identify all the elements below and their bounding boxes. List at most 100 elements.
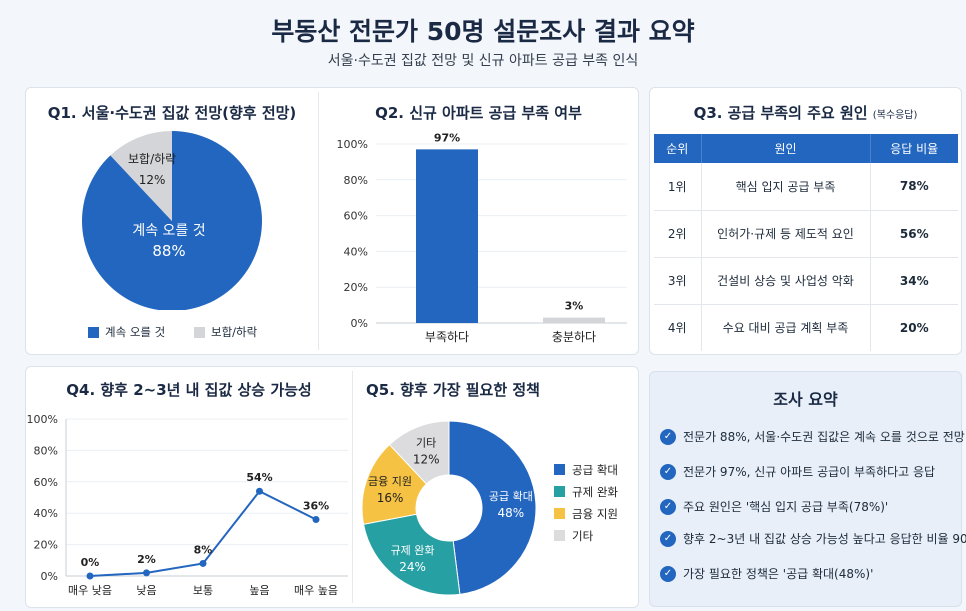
- rank-cell: 3위: [654, 257, 702, 305]
- q5-slice-value: 24%: [399, 560, 426, 574]
- q2-x-tick-label: 충분하다: [552, 330, 596, 344]
- q5-title: Q5. 향후 가장 필요한 정책: [366, 381, 540, 399]
- q1-pie-slice: [82, 131, 262, 310]
- q4-line-chart: 0% 20% 40% 60% 80% 100% 0% 매우 낮음 2% 낮음 8% 보통 54% 높음 36…: [27, 413, 348, 597]
- pct-cell: 56%: [870, 210, 958, 258]
- rank-cell: 4위: [654, 304, 702, 351]
- rank-cell: 1위: [654, 163, 702, 211]
- cause-cell: 인허가·규제 등 제도적 요인: [701, 210, 871, 258]
- cause-cell: 건설비 상승 및 사업성 악화: [701, 257, 871, 305]
- q2-y-tick-label: 80%: [344, 174, 368, 187]
- q4-y-tick-label: 0%: [41, 570, 58, 583]
- q4-x-tick-label: 매우 낮음: [68, 584, 112, 597]
- q1-legend-swatch-gray: [194, 326, 205, 338]
- q3-title-note: (복수응답): [872, 110, 918, 121]
- q4-x-tick-label: 보통: [193, 584, 213, 597]
- q5-slice-label: 규제 완화: [391, 544, 435, 557]
- q5-donut-slice: [361, 443, 428, 525]
- q2-y-tick-label: 0%: [351, 317, 368, 330]
- rank-cell: 2위: [654, 210, 702, 258]
- check-icon: ✓: [660, 565, 676, 582]
- q5-legend-swatch: [554, 464, 565, 475]
- table-row: 2위 인허가·규제 등 제도적 요인 56%: [654, 210, 958, 258]
- q4-x-tick-label: 매우 높음: [294, 584, 338, 597]
- q4-data-label: 0%: [81, 556, 100, 569]
- q1-slice-value: 12%: [139, 173, 166, 187]
- q5-slice-label: 기타: [416, 436, 436, 449]
- q1-title: Q1. 서울·수도권 집값 전망(향후 전망): [47, 104, 297, 122]
- q2-bar-value-label: 97%: [434, 132, 460, 144]
- q5-donut-slice: [388, 420, 450, 485]
- q4-title: Q4. 향후 2~3년 내 집값 상승 가능성: [66, 381, 312, 399]
- q3-card: Q3. 공급 부족의 주요 원인 (복수응답) 순위 원인 응답 비율 1위 핵…: [649, 87, 962, 355]
- q4-data-point: [86, 572, 94, 580]
- pct-cell: 34%: [870, 257, 958, 305]
- check-icon: ✓: [660, 530, 676, 547]
- q5-legend-label: 규제 완화: [572, 485, 618, 499]
- col-header-pct: 응답 비율: [870, 134, 958, 163]
- q5-slice-label: 공급 확대: [489, 490, 533, 503]
- q2-y-tick-label: 60%: [344, 210, 368, 223]
- q1-slice-value: 88%: [152, 242, 185, 260]
- q2-bar: [543, 317, 605, 323]
- q4-data-label: 2%: [137, 553, 156, 566]
- q2-bar-value-label: 3%: [565, 300, 584, 313]
- q4-y-tick-label: 80%: [34, 444, 58, 457]
- q1-legend-item-2: 보합/하락: [194, 324, 257, 340]
- q4-data-point: [143, 569, 150, 577]
- table-row: 4위 수요 대비 공급 계획 부족 20%: [654, 304, 958, 351]
- q1-pie-chart: 계속 오를 것 88% 보합/하락 12%: [82, 131, 262, 310]
- q5-slice-value: 16%: [377, 491, 404, 505]
- q3-title: Q3. 공급 부족의 주요 원인 (복수응답): [650, 102, 961, 123]
- q5-donut-slice: [448, 420, 537, 595]
- summary-item: ✓ 전문가 97%, 신규 아파트 공급이 부족하다고 응답: [660, 463, 960, 480]
- q5-legend-label: 기타: [572, 529, 594, 543]
- q2-y-tick-label: 20%: [344, 281, 368, 294]
- q1-slice-label: 보합/하락: [128, 152, 176, 166]
- summary-item-text: 향후 2~3년 내 집값 상승 가능성 높다고 응답한 비율 90%: [683, 532, 966, 546]
- q4-data-label: 36%: [303, 499, 329, 512]
- q5-legend-label: 공급 확대: [572, 463, 618, 477]
- q5-slice-value: 12%: [413, 452, 440, 466]
- card-divider: [318, 92, 319, 350]
- q1-q2-card: Q1. 서울·수도권 집값 전망(향후 전망) 계속 오를 것 88% 보합/하락 1…: [25, 87, 639, 355]
- summary-item-text: 주요 원인은 '핵심 입지 공급 부족(78%)': [683, 500, 889, 514]
- q2-title: Q2. 신규 아파트 공급 부족 여부: [375, 104, 582, 122]
- q4-data-point: [199, 559, 207, 567]
- summary-item-text: 전문가 88%, 서울·수도권 집값은 계속 오를 것으로 전망: [683, 430, 965, 444]
- summary-item: ✓ 전문가 88%, 서울·수도권 집값은 계속 오를 것으로 전망: [660, 428, 965, 445]
- q5-slice-value: 48%: [498, 506, 525, 520]
- q4-data-label: 8%: [194, 543, 213, 556]
- check-icon: ✓: [660, 428, 676, 445]
- q1-legend-swatch-blue: [88, 326, 99, 338]
- card-divider: [352, 371, 353, 603]
- q3-title-text: Q3. 공급 부족의 주요 원인: [693, 104, 868, 122]
- page-title: 부동산 전문가 50명 설문조사 결과 요약: [271, 17, 695, 46]
- q4-data-label: 54%: [246, 471, 272, 484]
- q2-y-tick-label: 40%: [344, 245, 368, 258]
- q4-y-tick-label: 60%: [34, 476, 58, 489]
- pct-cell: 20%: [899, 320, 929, 335]
- q4-y-tick-label: 20%: [34, 539, 58, 552]
- table-header-row: 순위 원인 응답 비율: [654, 134, 958, 163]
- q2-x-tick-label: 부족하다: [425, 330, 469, 344]
- summary-item: ✓ 주요 원인은 '핵심 입지 공급 부족(78%)': [660, 498, 960, 515]
- q5-donut-chart: 공급 확대 48% 규제 완화 24% 금융 지원 16% 기타 12%: [361, 420, 537, 596]
- summary-item-text: 전문가 97%, 신규 아파트 공급이 부족하다고 응답: [683, 465, 936, 479]
- q4-y-tick-label: 40%: [34, 507, 58, 520]
- q5-slice-label: 금융 지원: [368, 475, 412, 488]
- check-icon: ✓: [660, 463, 676, 480]
- q2-bar-chart: 0% 20% 40% 60% 80% 100% 97% 부족하다 3% 충분하다: [337, 132, 627, 344]
- q4-data-point: [256, 487, 263, 495]
- summary-item: ✓ 향후 2~3년 내 집값 상승 가능성 높다고 응답한 비율 90%: [660, 530, 966, 547]
- cause-cell: 수요 대비 공급 계획 부족: [701, 304, 871, 351]
- col-header-cause: 원인: [701, 134, 871, 163]
- check-icon: ✓: [660, 498, 676, 515]
- q5-legend-label: 금융 지원: [572, 507, 618, 521]
- table-row: 1위 핵심 입지 공급 부족 78%: [654, 163, 958, 211]
- summary-item: ✓ 가장 필요한 정책은 '공급 확대(48%)': [660, 565, 960, 582]
- table-row: 3위 건설비 상승 및 사업성 악화 34%: [654, 257, 958, 305]
- q4-q5-card: Q4. 향후 2~3년 내 집값 상승 가능성 0% 20% 40% 60% 80% 10…: [25, 366, 639, 608]
- q1-legend-label: 계속 오를 것: [105, 325, 166, 339]
- q1-pie-slice: [110, 131, 172, 221]
